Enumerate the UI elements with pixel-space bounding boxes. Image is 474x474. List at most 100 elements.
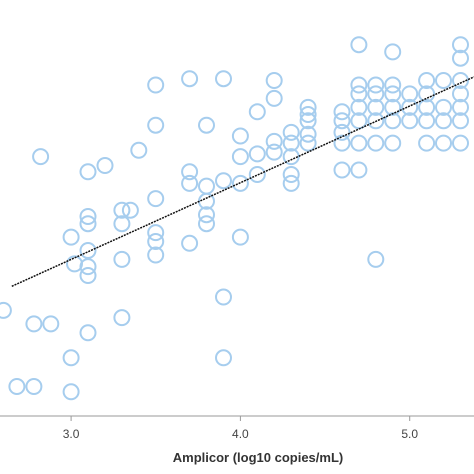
data-point-77	[367, 134, 385, 152]
data-points	[0, 36, 469, 401]
data-point-27	[147, 190, 165, 208]
data-point-102	[452, 98, 469, 116]
data-point-30	[181, 234, 199, 252]
regression-line	[11, 76, 474, 287]
data-point-87	[384, 43, 402, 61]
data-point-64	[333, 161, 351, 179]
data-point-91	[418, 134, 436, 152]
x-tick-label-0: 3.0	[63, 427, 80, 441]
data-point-5	[42, 315, 60, 333]
data-point-53	[265, 72, 283, 89]
data-point-56	[282, 148, 300, 166]
data-point-8	[62, 228, 80, 246]
data-point-2	[25, 378, 43, 395]
data-point-29	[147, 76, 165, 94]
data-point-4	[32, 148, 50, 166]
data-point-32	[181, 163, 199, 181]
data-point-3	[25, 315, 43, 333]
data-point-19	[113, 250, 131, 268]
data-point-34	[198, 215, 215, 233]
data-point-95	[418, 72, 436, 89]
data-point-23	[130, 141, 148, 159]
data-point-62	[299, 106, 317, 123]
data-point-13	[79, 215, 97, 233]
x-tick-label-2: 5.0	[401, 427, 418, 441]
data-point-75	[350, 36, 368, 54]
data-point-40	[215, 288, 232, 306]
data-point-16	[79, 324, 97, 342]
data-point-0	[0, 301, 12, 319]
data-point-78	[367, 112, 385, 130]
data-point-61	[299, 112, 317, 130]
data-point-101	[452, 112, 469, 130]
data-point-99	[435, 72, 452, 89]
regression-line-group	[11, 76, 474, 287]
data-point-42	[215, 70, 232, 88]
data-point-90	[401, 85, 419, 103]
data-point-86	[384, 76, 402, 94]
x-axis-title: Amplicor (log10 copies/mL)	[173, 450, 343, 465]
data-point-49	[248, 103, 266, 121]
data-point-6	[62, 383, 80, 401]
data-point-48	[248, 145, 266, 163]
data-point-46	[231, 127, 249, 145]
data-point-17	[96, 157, 114, 174]
x-tick-label-1: 4.0	[232, 427, 249, 441]
data-point-14	[79, 208, 97, 225]
data-point-50	[265, 143, 283, 161]
data-point-76	[367, 250, 385, 268]
data-point-55	[282, 166, 300, 183]
data-point-79	[367, 98, 385, 116]
data-point-69	[350, 161, 368, 179]
data-point-80	[367, 85, 385, 103]
data-point-74	[350, 76, 368, 94]
data-point-22	[121, 201, 139, 219]
data-point-44	[231, 174, 249, 192]
data-point-11	[79, 258, 97, 276]
data-point-98	[435, 98, 452, 116]
data-point-12	[79, 242, 97, 259]
data-point-45	[231, 148, 249, 166]
data-point-28	[147, 116, 165, 134]
data-point-106	[452, 36, 469, 54]
data-point-9	[66, 255, 83, 273]
data-point-47	[248, 166, 266, 183]
data-point-10	[79, 267, 97, 284]
data-point-1	[8, 378, 26, 395]
data-point-100	[452, 134, 469, 152]
data-point-52	[265, 89, 283, 107]
data-point-94	[418, 85, 436, 103]
data-point-21	[113, 201, 131, 219]
data-point-37	[198, 177, 215, 195]
data-point-58	[282, 123, 300, 141]
data-point-73	[350, 85, 368, 103]
data-point-63	[299, 98, 317, 116]
data-point-20	[113, 215, 131, 233]
data-point-41	[215, 172, 232, 190]
x-axis-ticks: 3.0 4.0 5.0	[63, 416, 418, 441]
data-point-25	[147, 233, 165, 250]
data-point-43	[231, 228, 249, 246]
data-point-15	[79, 163, 97, 181]
data-point-105	[452, 49, 469, 67]
data-point-24	[147, 246, 165, 264]
data-point-66	[333, 123, 351, 141]
data-point-82	[384, 134, 402, 152]
data-point-96	[435, 134, 452, 152]
data-point-51	[265, 132, 283, 150]
data-point-72	[350, 98, 368, 116]
data-point-81	[367, 76, 385, 94]
data-point-54	[282, 174, 300, 192]
data-point-18	[113, 309, 131, 327]
data-point-35	[198, 206, 215, 224]
data-point-59	[299, 134, 317, 152]
data-point-68	[333, 103, 351, 121]
data-point-104	[452, 72, 469, 89]
data-point-70	[350, 134, 368, 152]
data-point-60	[299, 125, 317, 143]
data-point-85	[384, 85, 402, 103]
data-point-88	[401, 112, 419, 130]
data-point-7	[62, 349, 80, 367]
data-point-57	[282, 134, 300, 152]
